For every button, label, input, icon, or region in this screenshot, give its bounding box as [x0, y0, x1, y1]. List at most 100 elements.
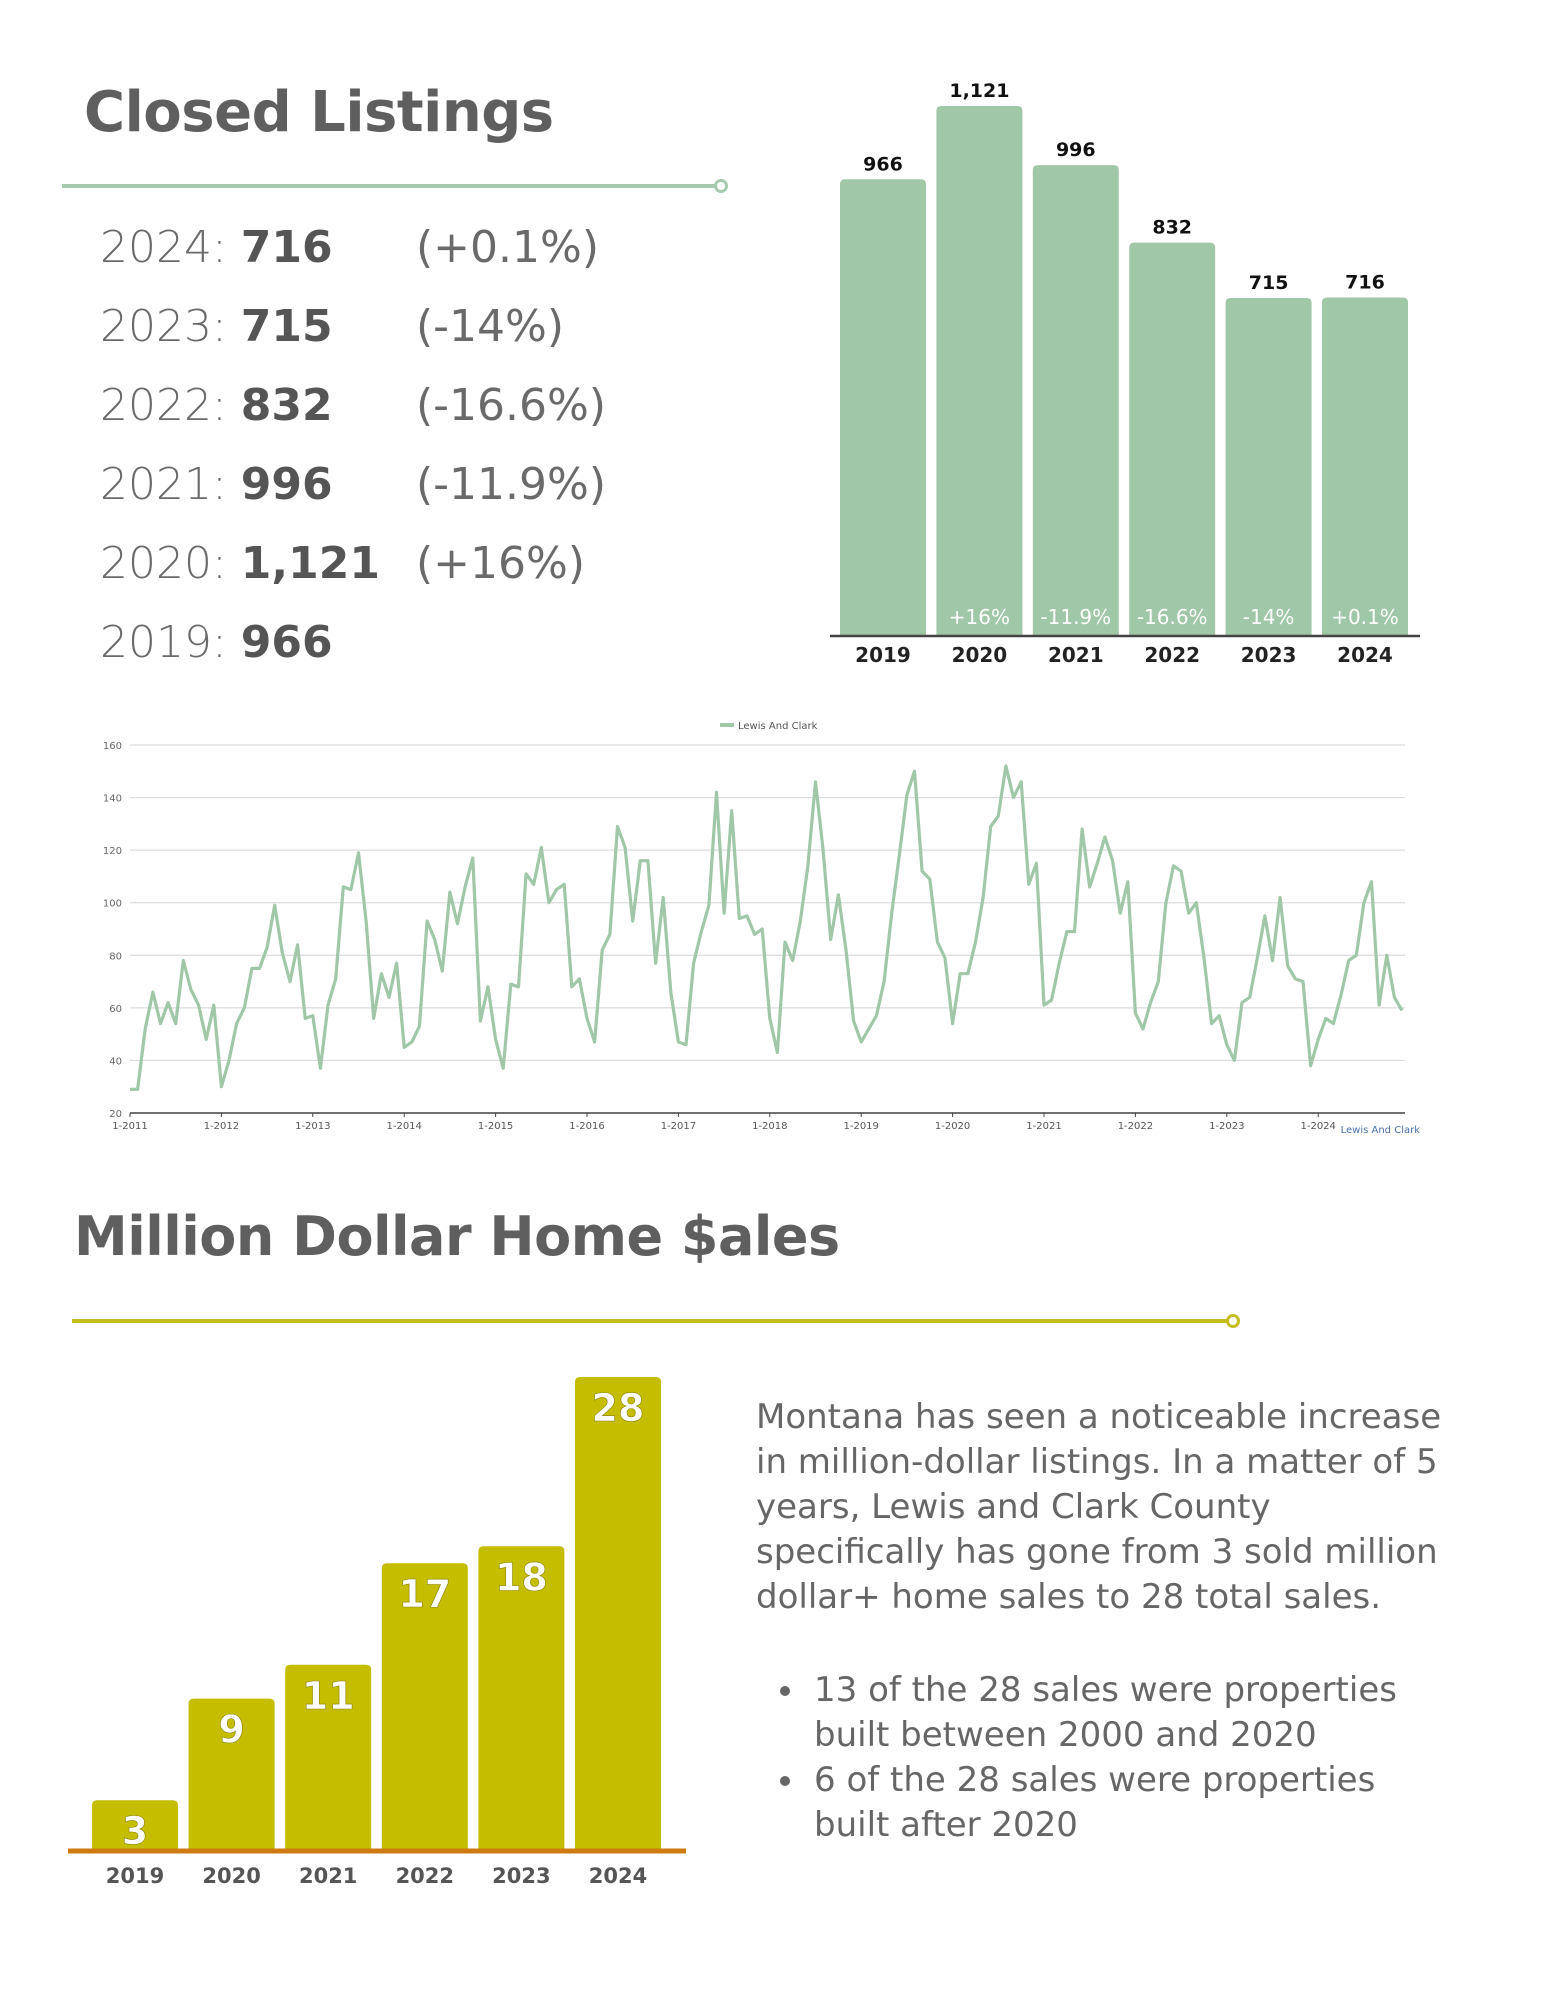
- x-tick-label: 1-2016: [569, 1121, 604, 1132]
- monthly-closed-listings-line-chart: 20 40 60 80 100 120 140 160 1-2011 1-2012 1-2013 1-…: [103, 721, 1421, 1136]
- x-tick-label: 1-2011: [112, 1121, 147, 1132]
- data-label: 11: [302, 1674, 355, 1718]
- bar: [92, 1800, 178, 1851]
- y-tick-label: 120: [103, 846, 122, 857]
- x-tick-label: 2022: [1144, 643, 1200, 667]
- stat-row: 2023: 715 (-14%): [100, 301, 564, 361]
- stat-year: 2023:: [100, 301, 241, 352]
- y-tick-label: 20: [109, 1109, 122, 1120]
- stat-row: 2022: 832 (-16.6%): [100, 380, 606, 440]
- stat-row: 2024: 716 (+0.1%): [100, 222, 599, 282]
- data-label: 996: [1056, 139, 1096, 161]
- stat-value: 1,121: [240, 538, 380, 589]
- x-tick-label: 2019: [106, 1864, 164, 1888]
- x-tick-label: 2020: [952, 643, 1008, 667]
- x-tick-label: 2021: [299, 1864, 357, 1888]
- change-label: +16%: [949, 605, 1010, 629]
- x-tick-label: 1-2023: [1209, 1121, 1244, 1132]
- stat-value: 966: [240, 617, 333, 668]
- x-tick-label: 1-2022: [1118, 1121, 1153, 1132]
- change-label: -16.6%: [1137, 605, 1208, 629]
- data-label: 17: [398, 1572, 451, 1616]
- million-dollar-sales-title: Million Dollar Home $ales: [74, 1205, 840, 1268]
- x-tick-label: 1-2013: [295, 1121, 330, 1132]
- stat-row: 2019: 966: [100, 617, 333, 677]
- change-label: -14%: [1243, 605, 1295, 629]
- x-tick-label: 2021: [1048, 643, 1104, 667]
- bar: [285, 1664, 372, 1851]
- x-tick-label: 1-2021: [1026, 1121, 1061, 1132]
- x-tick-label: 2020: [202, 1864, 260, 1888]
- x-tick-label: 1-2020: [935, 1121, 970, 1132]
- x-tick-label: 1-2012: [204, 1121, 239, 1132]
- x-tick-label: 1-2017: [661, 1121, 696, 1132]
- closed-listings-divider: [62, 179, 728, 193]
- series-line: [130, 764, 1404, 1091]
- bullet-item: 6 of the 28 sales were properties built …: [756, 1758, 1456, 1848]
- bar: [381, 1563, 468, 1851]
- data-label: 715: [1249, 272, 1289, 294]
- stat-row: 2021: 996 (-11.9%): [100, 459, 606, 519]
- corner-label: Lewis And Clark: [1341, 1125, 1421, 1136]
- bar: [840, 179, 926, 636]
- bar: [1129, 242, 1216, 636]
- bar: [188, 1698, 275, 1851]
- data-label: 9: [218, 1708, 244, 1752]
- million-dollar-sales-bar-chart: 3 2019 9 2020 11 2021 17 2022 18 2023 28 2024: [68, 1377, 686, 1888]
- stat-row: 2020: 1,121 (+16%): [100, 538, 585, 598]
- y-tick-label: 140: [103, 794, 122, 805]
- stat-change: (-14%): [416, 301, 565, 352]
- bar: [1322, 297, 1408, 636]
- stat-change: (+16%): [416, 538, 585, 589]
- stat-year: 2024:: [100, 222, 241, 273]
- stat-year: 2020:: [100, 538, 241, 589]
- change-label: -11.9%: [1040, 605, 1111, 629]
- bullet-item: 13 of the 28 sales were properties built…: [756, 1668, 1456, 1758]
- data-label: 966: [863, 153, 903, 175]
- x-tick-label: 2024: [589, 1864, 647, 1888]
- data-label: 1,121: [949, 80, 1009, 102]
- stat-value: 716: [240, 222, 333, 273]
- million-dollar-paragraph: Montana has seen a noticeable increase i…: [756, 1397, 1442, 1617]
- bar: [478, 1546, 565, 1851]
- stat-change: (+0.1%): [416, 222, 599, 273]
- y-tick-label: 60: [109, 1004, 122, 1015]
- closed-listings-bar-chart: 966 2019 1,121 +16% 2020 996 -11.9% 2021 832 -16.…: [830, 80, 1420, 667]
- y-tick-label: 160: [103, 741, 122, 752]
- stat-change: (-16.6%): [416, 380, 606, 431]
- stat-year: 2019:: [100, 617, 241, 668]
- data-label: 28: [592, 1386, 645, 1430]
- stat-year: 2021:: [100, 459, 241, 510]
- y-tick-label: 80: [109, 951, 122, 962]
- bar: [1032, 165, 1119, 636]
- x-tick-label: 2022: [396, 1864, 454, 1888]
- stat-change: (-11.9%): [416, 459, 606, 510]
- closed-listings-title: Closed Listings: [84, 80, 554, 145]
- x-tick-label: 2024: [1337, 643, 1393, 667]
- stat-year: 2022:: [100, 380, 241, 431]
- data-label: 716: [1345, 271, 1385, 293]
- y-tick-label: 100: [103, 899, 122, 910]
- x-tick-label: 2019: [855, 643, 911, 667]
- bar: [1225, 297, 1312, 636]
- x-tick-label: 1-2024: [1300, 1121, 1335, 1132]
- million-dollar-bullets: 13 of the 28 sales were properties built…: [756, 1668, 1456, 1848]
- data-label: 18: [495, 1555, 548, 1599]
- data-label: 832: [1152, 217, 1192, 239]
- stat-value: 832: [240, 380, 333, 431]
- change-label: +0.1%: [1331, 605, 1399, 629]
- divider-end-dot: [1226, 1314, 1240, 1328]
- x-tick-label: 1-2014: [386, 1121, 421, 1132]
- bar: [575, 1377, 661, 1851]
- stat-value: 996: [240, 459, 333, 510]
- x-tick-label: 1-2019: [843, 1121, 878, 1132]
- bar: [936, 106, 1023, 636]
- x-tick-label: 1-2015: [478, 1121, 513, 1132]
- legend-label: Lewis And Clark: [738, 721, 818, 732]
- x-tick-label: 2023: [1241, 643, 1297, 667]
- stat-value: 715: [240, 301, 333, 352]
- million-dollar-divider: [72, 1314, 1240, 1328]
- y-tick-label: 40: [109, 1056, 122, 1067]
- data-label: 3: [122, 1809, 148, 1853]
- x-tick-label: 2023: [492, 1864, 550, 1888]
